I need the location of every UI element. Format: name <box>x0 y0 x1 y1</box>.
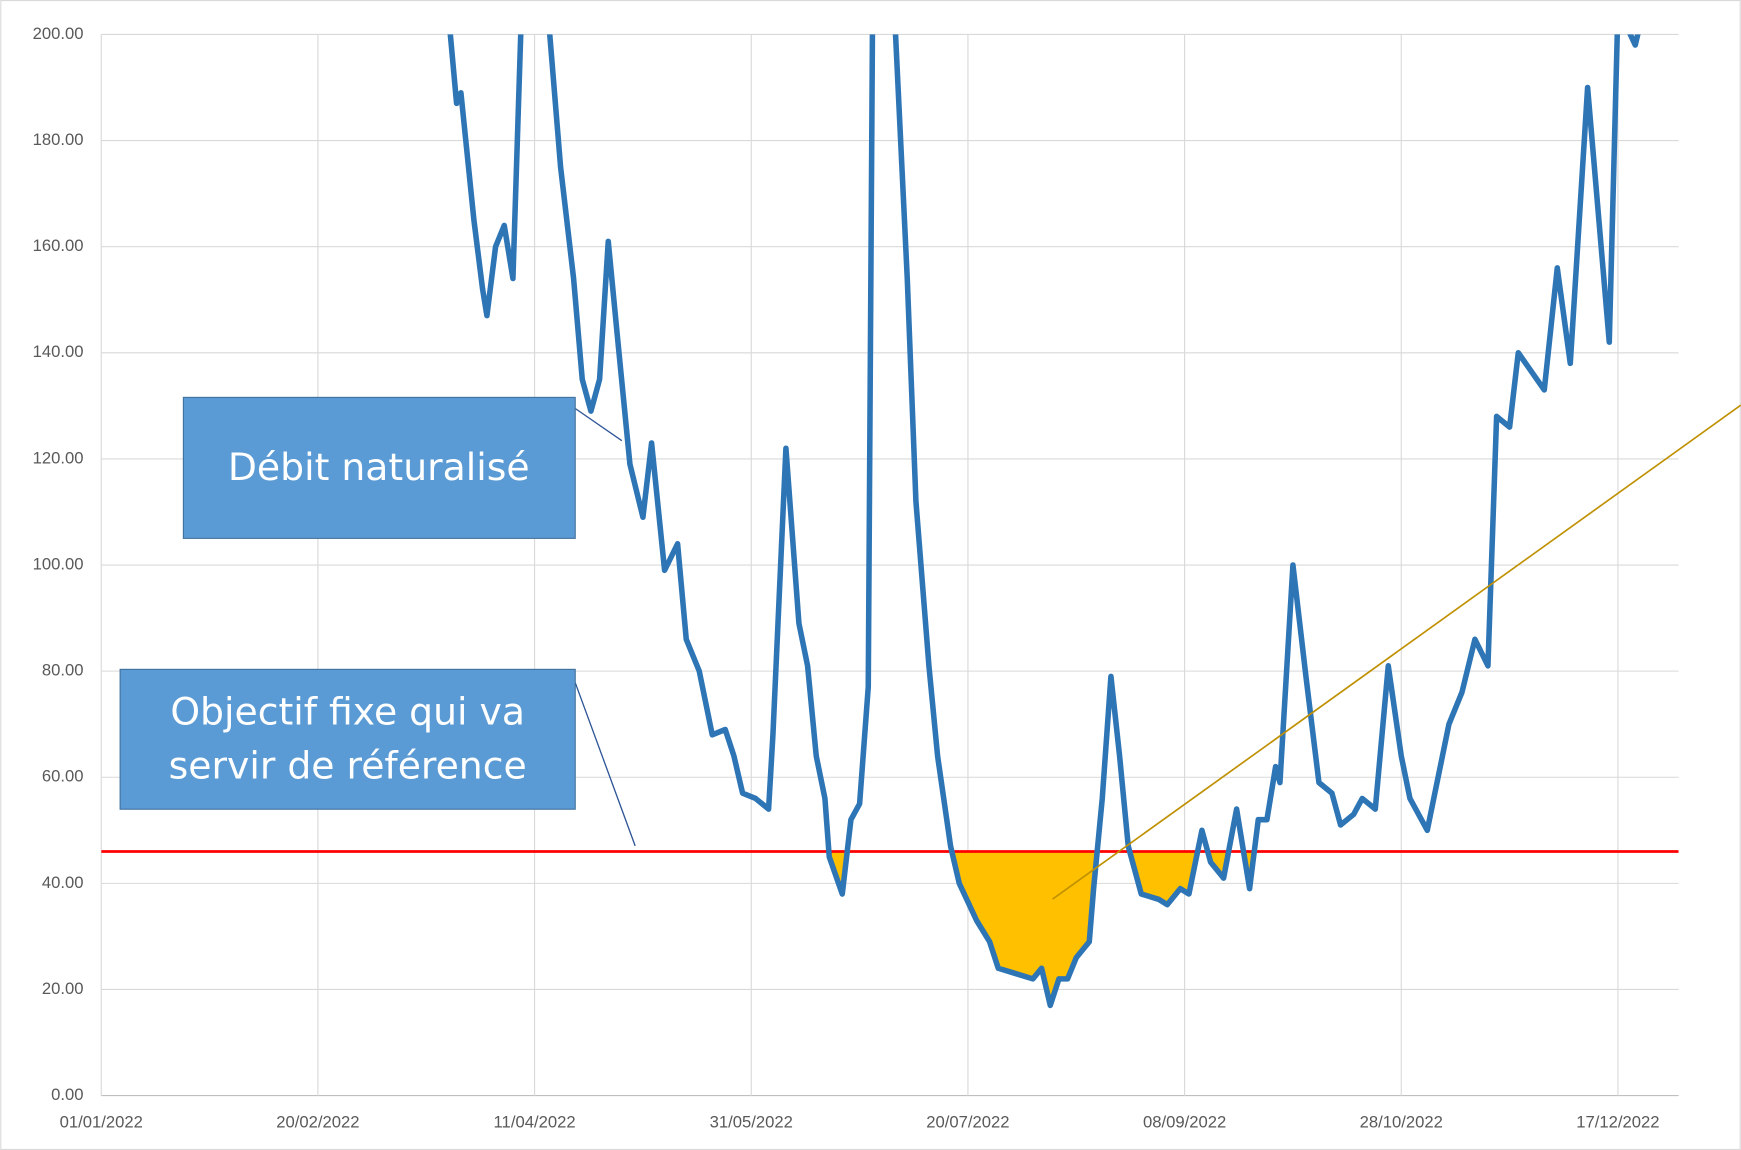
y-tick-label: 140.00 <box>33 342 84 361</box>
y-tick-label: 60.00 <box>42 767 84 786</box>
x-tick-label: 11/04/2022 <box>494 1113 576 1132</box>
callout-box <box>182 396 576 539</box>
plot <box>101 34 1679 1009</box>
x-tick-label: 17/12/2022 <box>1576 1113 1659 1132</box>
y-tick-label: 160.00 <box>33 236 84 255</box>
labels: 0.00 20.00 40.00 60.00 80.00 100.00 120.00 140.… <box>33 24 1660 1132</box>
x-tick-label: 20/02/2022 <box>276 1113 359 1132</box>
callout-leader <box>574 682 636 847</box>
callout-box <box>119 668 576 810</box>
grid <box>100 33 1679 1097</box>
callout-text: Objectif fixe qui va <box>170 689 525 733</box>
deficit-area <box>447 851 1644 1006</box>
x-tick-label: 31/05/2022 <box>710 1113 793 1132</box>
x-tick-label: 28/10/2022 <box>1360 1113 1443 1132</box>
y-tick-label: 180.00 <box>33 130 84 149</box>
x-tick-label: 20/07/2022 <box>926 1113 1009 1132</box>
callout-leader <box>574 407 623 442</box>
y-tick-label: 20.00 <box>42 979 84 998</box>
y-tick-label: 200.00 <box>33 24 84 43</box>
y-tick-label: 100.00 <box>33 554 84 573</box>
x-tick-label: 08/09/2022 <box>1143 1113 1226 1132</box>
callout-text: servir de référence <box>169 744 527 788</box>
y-tick-label: 80.00 <box>42 661 84 680</box>
pointer-line <box>1052 404 1741 900</box>
y-tick-label: 40.00 <box>42 873 84 892</box>
series-line <box>447 34 1641 1009</box>
y-tick-label: 120.00 <box>33 448 84 467</box>
callout-text: Débit naturalisé <box>228 445 530 489</box>
y-tick-label: 0.00 <box>51 1085 83 1104</box>
x-tick-label: 01/01/2022 <box>60 1113 143 1132</box>
